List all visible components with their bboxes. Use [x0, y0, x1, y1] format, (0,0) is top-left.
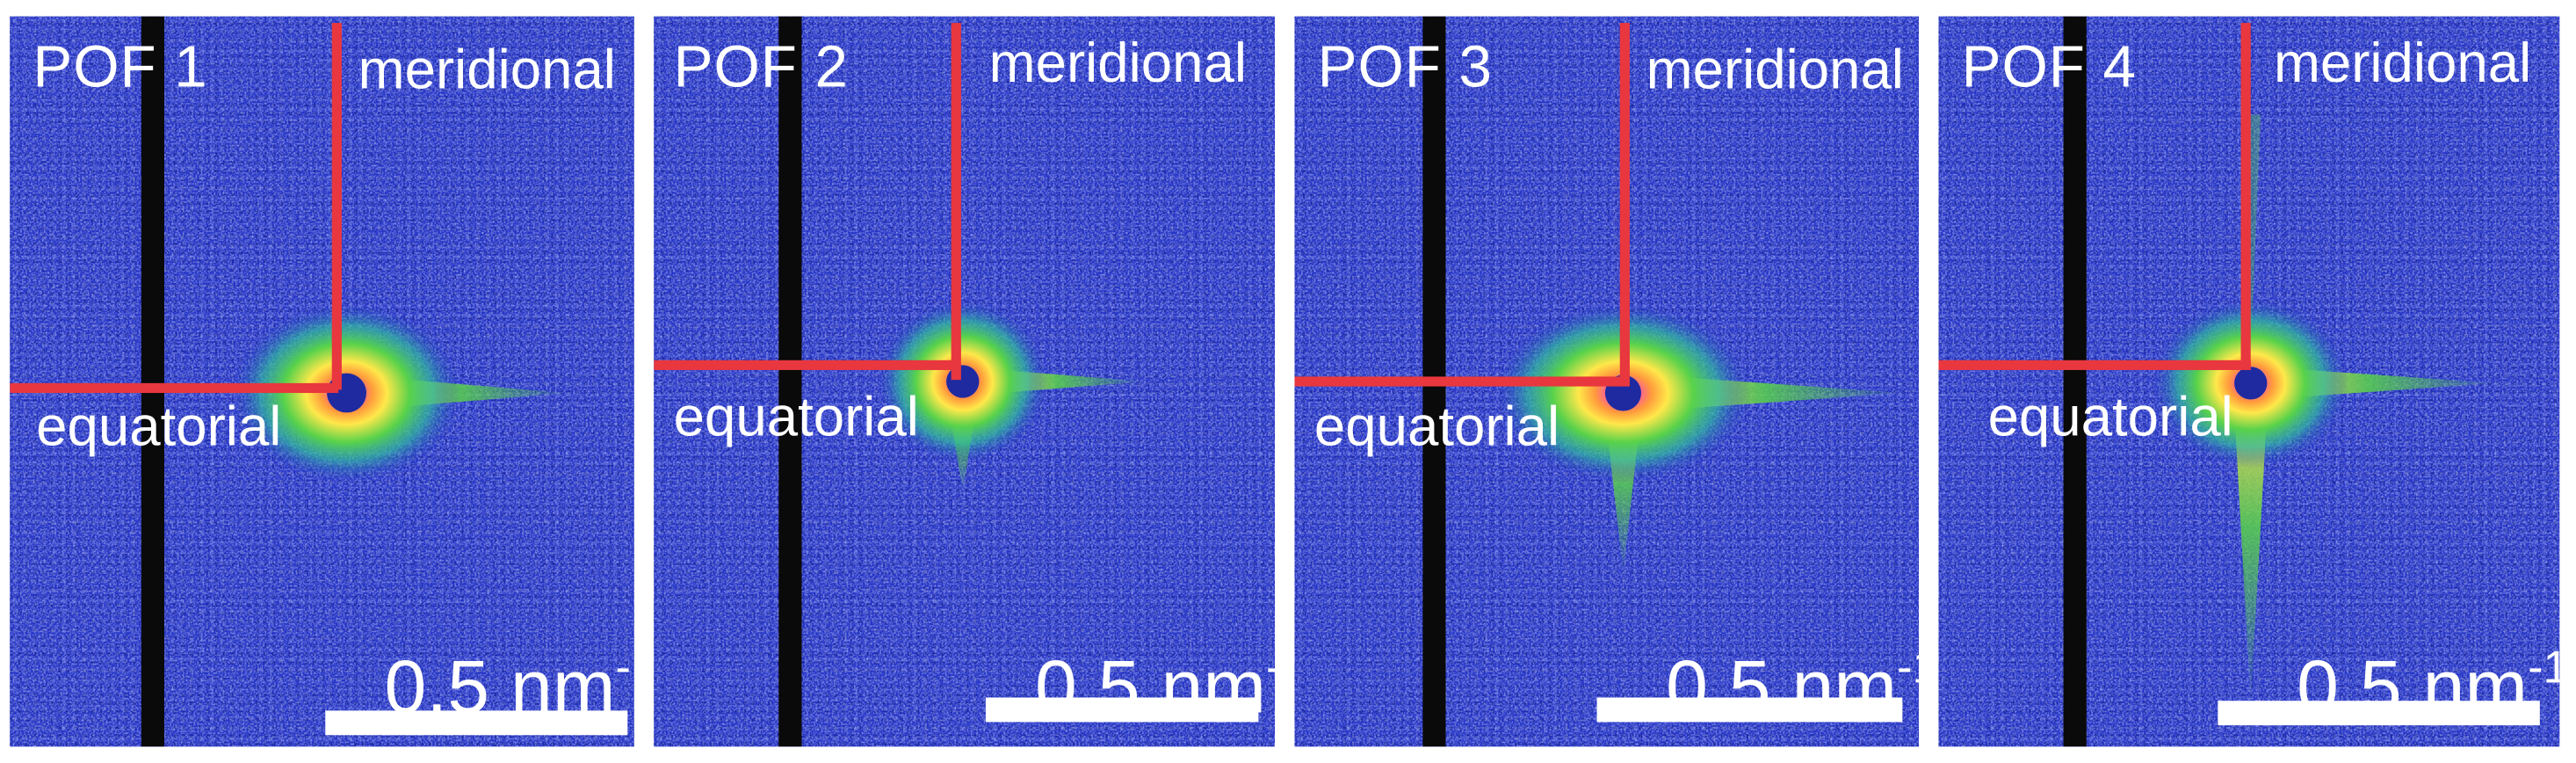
equatorial-axis-line — [1938, 360, 2251, 370]
beamstop-shadow — [778, 16, 802, 747]
scattering-pattern — [877, 299, 1147, 491]
panel-label: POF 4 — [1961, 33, 2137, 100]
scale-bar — [325, 710, 628, 736]
equatorial-axis-line — [10, 382, 339, 394]
equatorial-axis-line — [1294, 376, 1624, 387]
panel-pof-1: POF 1 meridional equatorial 0.5 nm-1 — [10, 16, 634, 747]
equatorial-label: equatorial — [36, 396, 282, 459]
panel-label: POF 2 — [673, 33, 849, 100]
panel-label: POF 1 — [33, 33, 208, 100]
meridional-axis-line — [331, 23, 342, 390]
scale-bar — [2218, 701, 2540, 726]
scattering-pattern — [1494, 302, 1903, 573]
equatorial-label: equatorial — [673, 386, 919, 449]
panel-pof-3: POF 3 meridional equatorial 0.5 nm-1 — [1294, 16, 1920, 747]
meridional-label: meridional — [1646, 39, 1904, 102]
panel-pof-2: POF 2 meridional equatorial 0.5 nm-1 — [654, 16, 1276, 747]
meridional-axis-line — [1619, 23, 1630, 387]
panel-pof-4: POF 4 meridional equatorial 0.5 nm-1 — [1938, 16, 2560, 747]
scale-bar — [1596, 697, 1903, 723]
beamstop-shadow — [141, 16, 164, 747]
scattering-pattern — [231, 302, 568, 483]
meridional-label: meridional — [2273, 33, 2532, 96]
equatorial-axis-line — [654, 360, 960, 370]
meridional-axis-line — [951, 23, 961, 381]
equatorial-label: equatorial — [1987, 386, 2233, 449]
equatorial-label: equatorial — [1313, 396, 1560, 459]
panel-label: POF 3 — [1317, 33, 1493, 100]
scale-bar — [985, 697, 1259, 723]
meridional-axis-line — [2240, 23, 2251, 370]
beamstop-shadow — [2063, 16, 2087, 747]
meridional-label: meridional — [988, 33, 1247, 96]
meridional-label: meridional — [358, 39, 616, 102]
scattering-pattern — [2152, 114, 2498, 704]
